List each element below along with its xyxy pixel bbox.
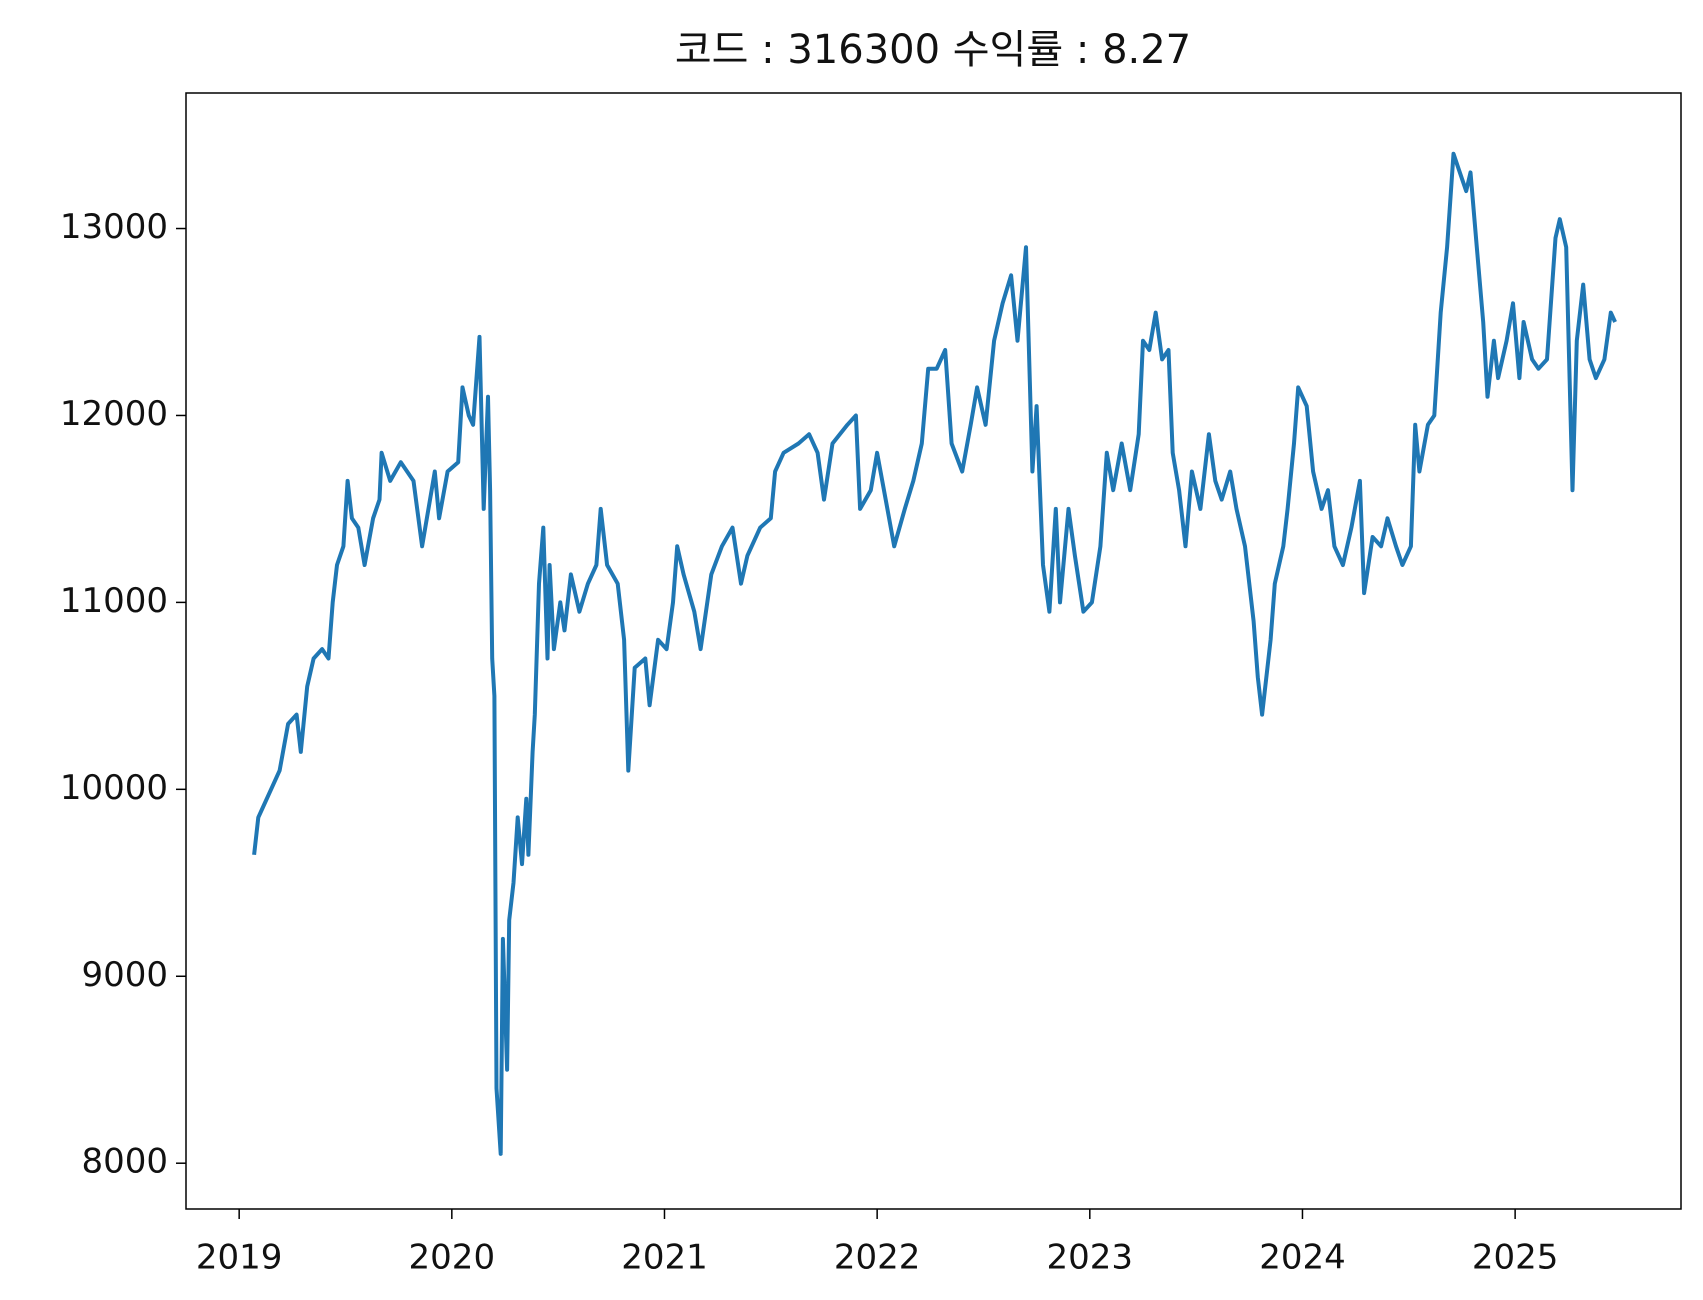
x-tick-label: 2023 [1047,1238,1134,1278]
x-tick-label: 2024 [1259,1238,1346,1278]
y-tick-label: 13000 [60,207,168,247]
x-tick-label: 2021 [621,1238,708,1278]
x-tick-label: 2020 [409,1238,496,1278]
plot-frame [185,92,1682,1210]
x-tick-label: 2022 [834,1238,921,1278]
chart-title: 코드 : 316300 수익률 : 8.27 [675,27,1191,73]
y-tick-label: 12000 [60,394,168,434]
x-tick-label: 2025 [1472,1238,1559,1278]
x-tick-label: 2019 [196,1238,283,1278]
y-tick-label: 10000 [60,768,168,808]
y-tick-label: 9000 [81,955,168,995]
y-tick-label: 11000 [60,581,168,621]
y-tick-label: 8000 [81,1142,168,1182]
series-line [252,151,1617,1156]
